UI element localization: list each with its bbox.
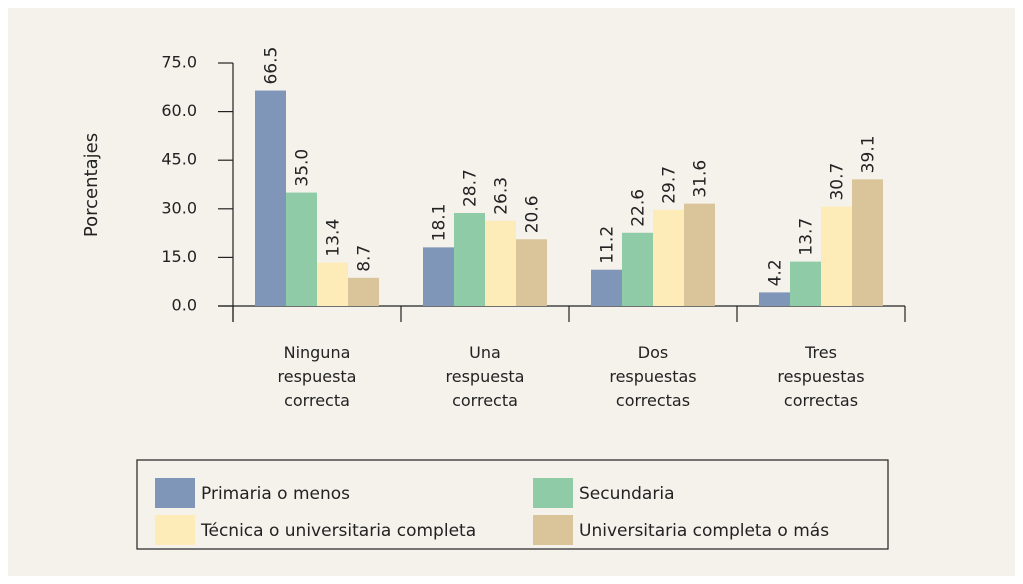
value-label: 8.7 <box>355 245 375 272</box>
bar <box>790 261 821 306</box>
bar <box>591 269 622 306</box>
bar <box>454 213 485 306</box>
value-label: 11.2 <box>598 226 618 264</box>
value-label: 18.1 <box>430 203 450 241</box>
value-label: 66.5 <box>262 47 282 85</box>
value-label: 26.3 <box>492 177 512 215</box>
y-tick-label: 60.0 <box>161 101 197 120</box>
legend-swatch <box>533 515 573 545</box>
value-label: 28.7 <box>461 169 481 207</box>
bar <box>348 277 379 306</box>
bar <box>286 192 317 306</box>
value-label: 35.0 <box>293 149 313 187</box>
value-label: 4.2 <box>766 259 786 286</box>
bar <box>516 239 547 306</box>
y-tick-label: 15.0 <box>161 247 197 266</box>
bar <box>852 179 883 306</box>
value-label: 13.4 <box>324 219 344 257</box>
x-tick-label: Tres respuestas correctas <box>777 343 864 410</box>
value-label: 20.6 <box>523 195 543 233</box>
bar <box>423 247 454 306</box>
x-tick-label: Dos respuestas correctas <box>609 343 696 410</box>
value-label: 30.7 <box>828 163 848 201</box>
legend-label: Secundaria <box>579 484 674 504</box>
x-tick-label: Una respuesta correcta <box>446 343 525 410</box>
legend-swatch <box>155 515 195 545</box>
value-label: 22.6 <box>629 189 649 227</box>
value-label: 13.7 <box>797 218 817 256</box>
bar <box>684 203 715 306</box>
legend-swatch <box>155 478 195 508</box>
legend-box <box>136 459 889 550</box>
value-label: 29.7 <box>660 166 680 204</box>
y-tick-label: 0.0 <box>172 296 197 315</box>
legend-label: Técnica o universitaria completa <box>200 521 476 541</box>
bar <box>622 232 653 306</box>
bar <box>759 292 790 306</box>
bar <box>653 209 684 306</box>
bar <box>317 262 348 306</box>
y-axis-label: Porcentajes <box>81 133 102 237</box>
bar <box>485 220 516 306</box>
bar <box>821 206 852 306</box>
bar <box>255 90 286 306</box>
y-tick-label: 45.0 <box>161 150 197 169</box>
legend-swatch <box>533 478 573 508</box>
legend-label: Universitaria completa o más <box>579 521 829 541</box>
y-tick-label: 75.0 <box>161 53 197 72</box>
y-tick-label: 30.0 <box>161 198 197 217</box>
x-tick-label: Ninguna respuesta correcta <box>278 343 357 410</box>
value-label: 39.1 <box>859 135 879 173</box>
legend-label: Primaria o menos <box>201 484 350 504</box>
value-label: 31.6 <box>691 160 711 198</box>
